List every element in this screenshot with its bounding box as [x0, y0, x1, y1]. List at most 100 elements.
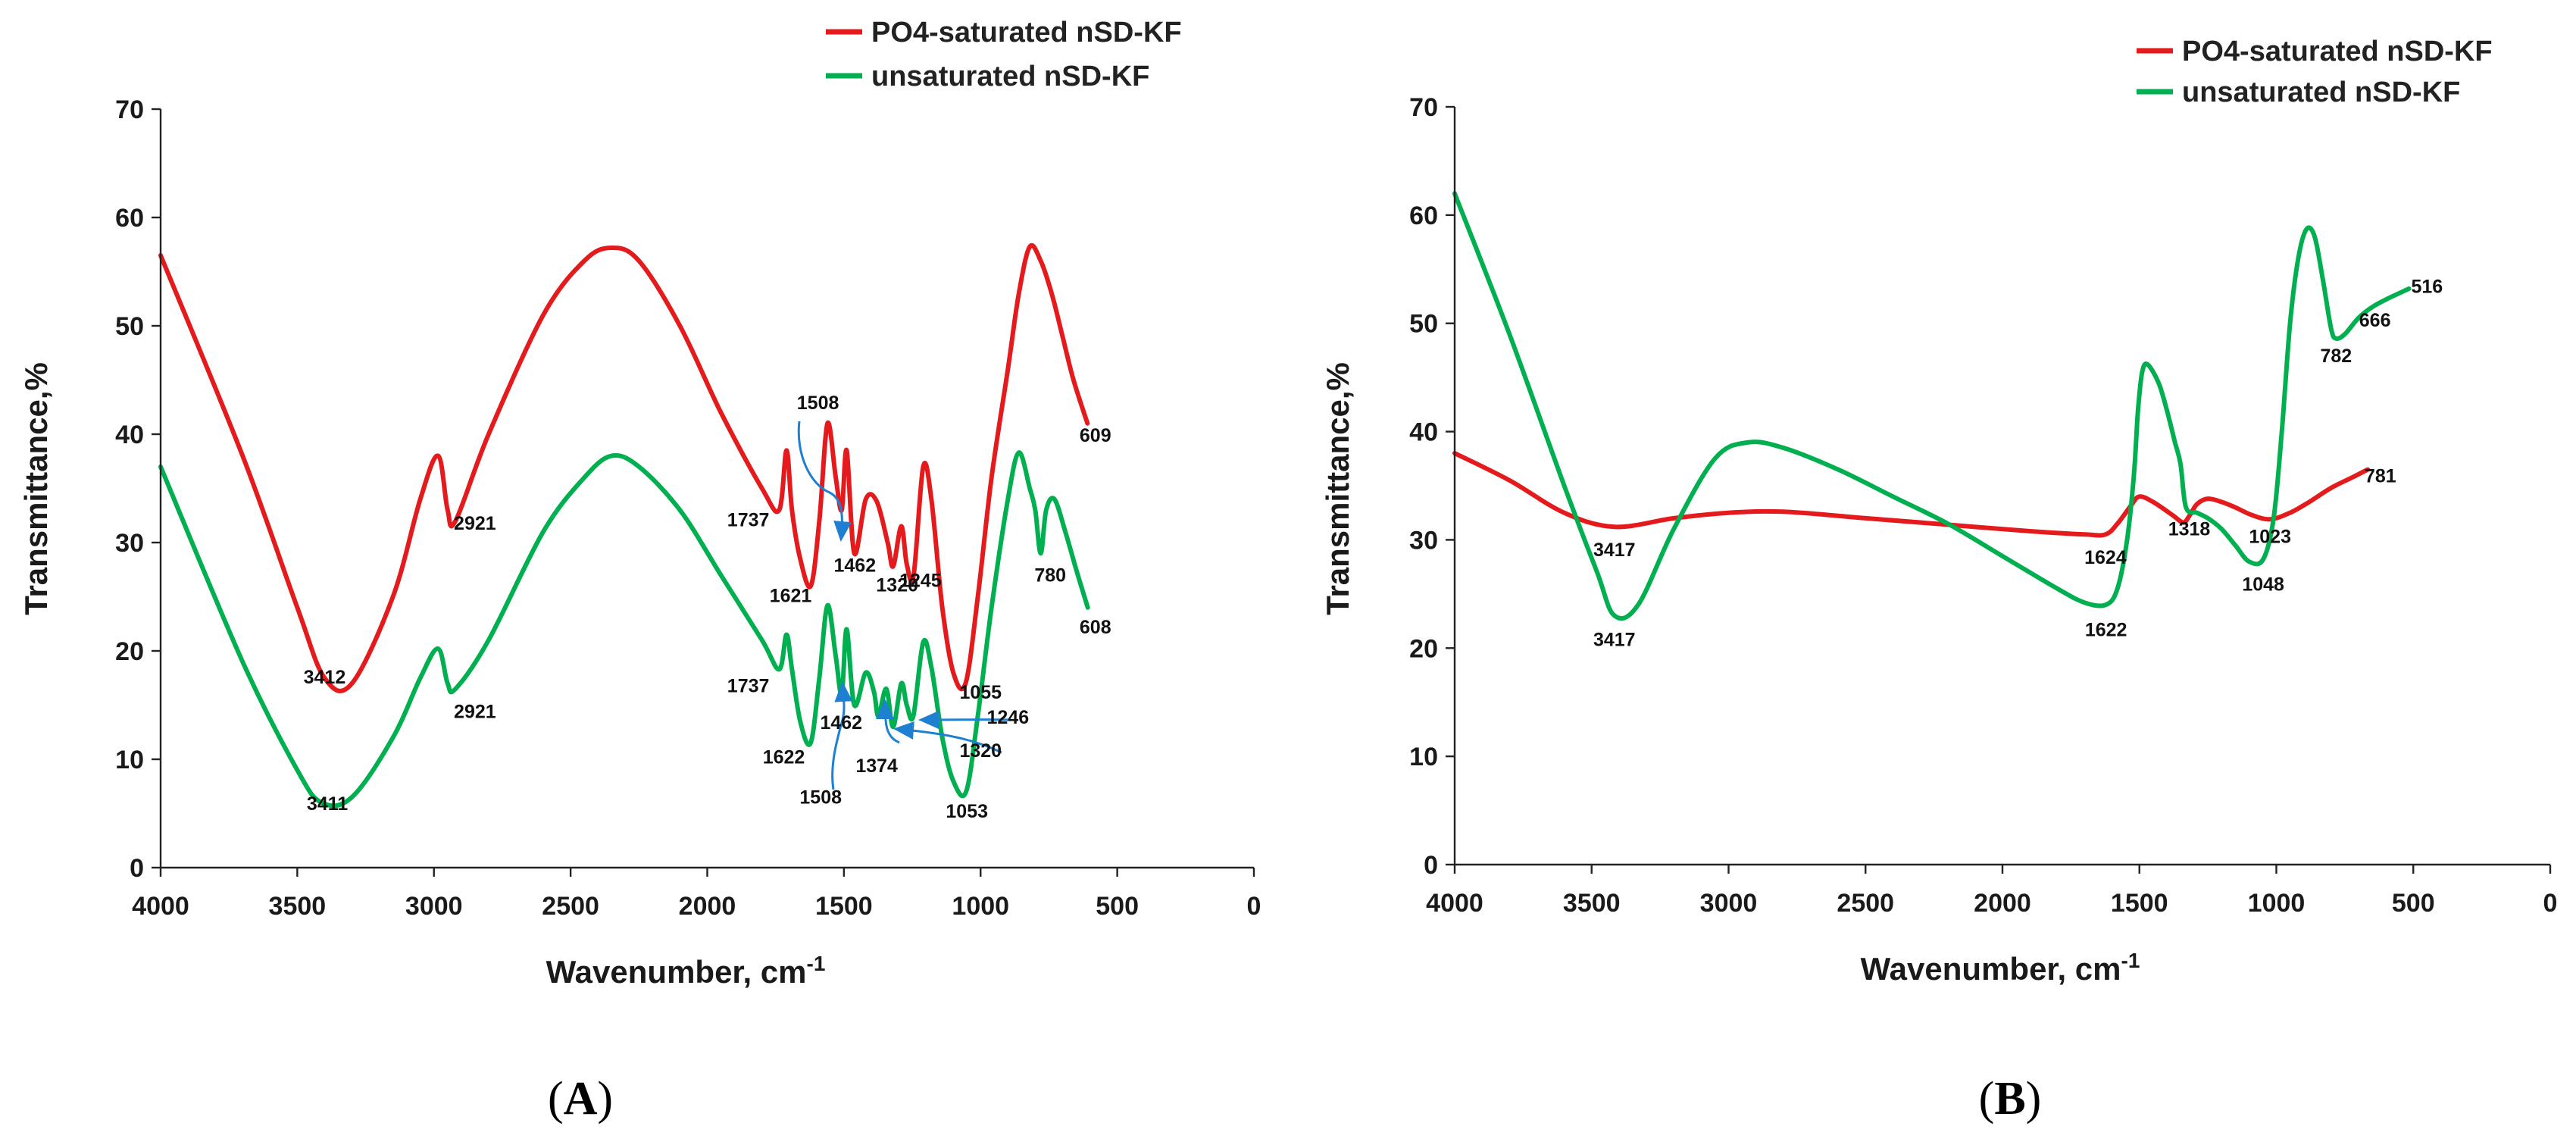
x-tick-label: 2000 [679, 892, 736, 921]
peak-annotation: 1621 [770, 586, 812, 607]
y-tick-label: 60 [1409, 202, 1438, 230]
x-tick-label: 1000 [952, 892, 1009, 921]
peak-annotation: 1053 [946, 801, 988, 822]
series-line-po4-saturated [1452, 451, 2371, 538]
y-tick-label: 0 [1424, 851, 1438, 880]
peak-annotation: 1048 [2242, 574, 2284, 596]
peak-annotation: 516 [2411, 277, 2443, 298]
x-axis-label: Wavenumber, cm-1 [546, 952, 826, 990]
peak-annotation: 1245 [899, 571, 942, 592]
y-tick-label: 40 [1409, 418, 1438, 447]
series-line-unsaturated [1452, 191, 2412, 621]
y-tick-label: 50 [115, 312, 144, 341]
peak-annotation: 3417 [1593, 540, 1636, 561]
x-tick-label: 4000 [1426, 889, 1483, 918]
panel-b-chart: 0 10 20 30 40 50 60 70 4000 3500 3000 2500 2000 1500 1… [1320, 36, 2557, 987]
y-axis-label: Transmittance,% [18, 362, 54, 615]
panel-label-a-close: ) [597, 1073, 613, 1125]
annotation-arrow [831, 681, 853, 790]
y-tick-label: 70 [1409, 93, 1438, 122]
x-axis-label-text: Wavenumber, cm [1861, 951, 2121, 987]
legend: PO4-saturated nSD-KF unsaturated nSD-KF [2137, 36, 2493, 108]
y-tick-label: 60 [115, 204, 144, 233]
panel-label-a-letter: A [564, 1073, 598, 1125]
peak-annotation: 1737 [727, 510, 770, 531]
peak-annotation: 1508 [799, 787, 842, 809]
ticks-layer: 0 10 20 30 40 50 60 70 4000 3500 3000 2500 2000 1500 1… [115, 95, 1261, 921]
x-tick-label: 3000 [1700, 889, 1758, 918]
y-tick-label: 70 [115, 95, 144, 124]
panel-label-b-close: ) [2026, 1073, 2042, 1125]
peak-annotation: 1624 [2084, 547, 2127, 568]
x-tick-label: 3000 [405, 892, 463, 921]
annotation-arrow [797, 421, 852, 542]
y-tick-label: 20 [1409, 634, 1438, 663]
series-line-unsaturated [158, 450, 1090, 809]
panel-label-b-letter: B [1994, 1073, 2025, 1125]
x-tick-label: 2500 [1837, 889, 1894, 918]
peak-annotation: 3412 [304, 667, 346, 688]
peak-annotation: 1246 [987, 707, 1030, 728]
y-tick-label: 40 [115, 421, 144, 449]
peak-annotation: 1374 [855, 755, 898, 777]
y-tick-label: 50 [1409, 310, 1438, 339]
x-tick-label: 3500 [1563, 889, 1621, 918]
panel-a-chart: 0 10 20 30 40 50 60 70 4000 3500 3000 2500 2000 1500 1… [18, 17, 1261, 990]
x-tick-label: 0 [1247, 892, 1261, 921]
peak-annotation: 1023 [2249, 527, 2291, 548]
peak-annotation: 2921 [454, 702, 496, 723]
peak-annotation: 1622 [763, 747, 805, 768]
legend-label-po4: PO4-saturated nSD-KF [2182, 36, 2493, 67]
x-tick-label: 500 [1096, 892, 1139, 921]
peak-annotation: 608 [1080, 617, 1111, 638]
panel-label-b-open: ( [1979, 1073, 1995, 1125]
y-axis-label: Transmittance,% [1320, 362, 1355, 615]
peak-annotation: 781 [2365, 466, 2396, 487]
peak-annotation: 782 [2320, 346, 2352, 367]
y-tick-label: 20 [115, 637, 144, 666]
y-tick-label: 10 [1409, 743, 1438, 771]
annotation-arrow [876, 699, 900, 744]
x-tick-label: 3500 [269, 892, 327, 921]
peak-annotation: 1508 [797, 393, 839, 414]
series-layer [158, 242, 1090, 809]
series-line-po4-saturated [158, 242, 1090, 693]
peak-annotation: 1622 [2085, 620, 2127, 641]
peak-annotation: 3411 [307, 793, 348, 815]
x-axis-label-text: Wavenumber, cm [546, 954, 807, 990]
peak-annotation: 1318 [2168, 519, 2211, 540]
peak-annotation: 3417 [1593, 629, 1636, 650]
x-axis-label-superscript: -1 [2121, 949, 2140, 972]
legend-label-unsaturated: unsaturated nSD-KF [871, 61, 1149, 92]
peak-annotation: 609 [1080, 425, 1111, 446]
panel-label-a: (A) [548, 1073, 613, 1125]
x-tick-label: 1500 [2111, 889, 2168, 918]
x-tick-label: 1000 [2248, 889, 2306, 918]
series-layer [1452, 191, 2412, 621]
x-tick-label: 0 [2543, 889, 2558, 918]
x-axis-label: Wavenumber, cm-1 [1861, 949, 2140, 987]
panel-label-a-open: ( [548, 1073, 564, 1125]
y-tick-label: 30 [1409, 526, 1438, 555]
x-tick-label: 500 [2392, 889, 2435, 918]
ticks-layer: 0 10 20 30 40 50 60 70 4000 3500 3000 2500 2000 1500 1… [1409, 93, 2557, 918]
arrow-layer [797, 421, 1010, 790]
peak-annotation: 780 [1034, 565, 1066, 586]
x-tick-label: 2000 [1974, 889, 2031, 918]
x-tick-label: 2500 [542, 892, 599, 921]
peak-annotation: 1462 [833, 555, 876, 577]
annotation-arrow [893, 721, 1002, 754]
peak-annotation: 1320 [959, 740, 1002, 762]
legend-label-unsaturated: unsaturated nSD-KF [2182, 77, 2460, 108]
y-tick-label: 0 [130, 854, 144, 883]
peak-annotation: 666 [2359, 310, 2391, 331]
peak-annotation: 1320 [876, 574, 918, 596]
legend: PO4-saturated nSD-KF unsaturated nSD-KF [826, 17, 1182, 92]
y-tick-label: 10 [115, 746, 144, 774]
annotation-layer: 3417 3417 1624 1622 1318 1048 1023 781 782 666 516 [1593, 277, 2443, 651]
legend-label-po4: PO4-saturated nSD-KF [871, 17, 1182, 48]
peak-annotation: 1055 [959, 682, 1002, 703]
x-axis-label-superscript: -1 [807, 952, 826, 975]
